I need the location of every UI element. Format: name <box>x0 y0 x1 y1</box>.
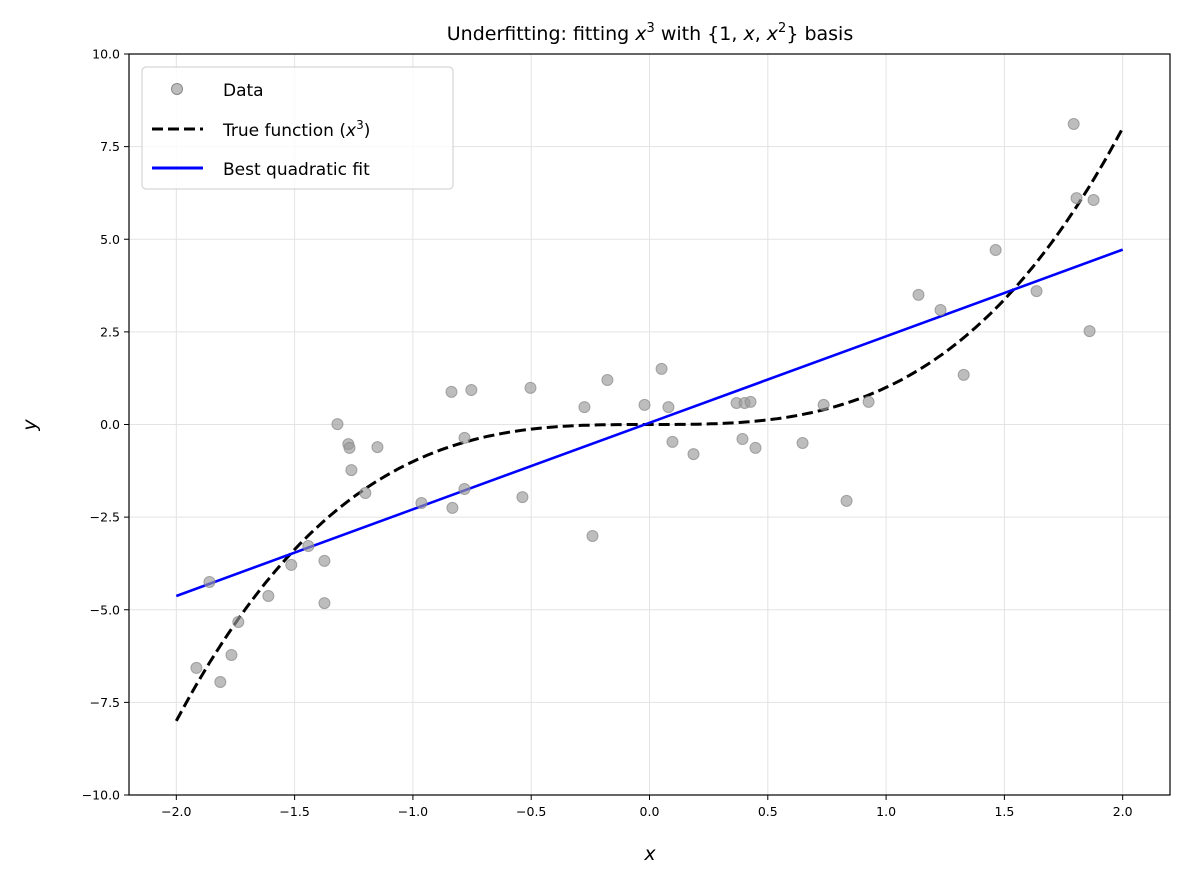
data-point <box>586 530 599 543</box>
data-point <box>744 395 757 408</box>
data-point <box>415 497 428 510</box>
data-point <box>331 418 344 431</box>
x-tick-label: 0.5 <box>758 804 778 819</box>
legend-label-true: True function (x3) <box>222 118 370 141</box>
x-tick-label: 0.0 <box>640 804 660 819</box>
data-point <box>840 494 853 507</box>
legend-label-fit: Best quadratic fit <box>223 160 370 180</box>
data-point <box>655 362 668 375</box>
data-point <box>446 501 459 514</box>
data-point <box>638 398 651 411</box>
y-axis-label: y <box>19 419 41 432</box>
x-axis-label: x <box>643 843 656 865</box>
data-point <box>285 558 298 571</box>
quadratic-fit-line <box>175 248 1124 598</box>
true-function-line <box>174 127 1125 722</box>
data-point <box>862 395 875 408</box>
data-point <box>1067 118 1080 131</box>
data-points <box>190 118 1100 688</box>
data-point <box>524 381 537 394</box>
data-point <box>817 398 830 411</box>
data-point <box>796 437 809 450</box>
y-tick-label: −5.0 <box>90 602 120 617</box>
data-point <box>458 431 471 444</box>
data-point <box>934 304 947 317</box>
data-point <box>262 590 275 603</box>
data-point <box>318 554 331 567</box>
data-point <box>445 385 458 398</box>
legend: Data True function (x3) Best quadratic f… <box>141 66 454 190</box>
data-point <box>516 491 529 504</box>
y-tick-label: 5.0 <box>100 232 120 247</box>
data-point <box>465 384 478 397</box>
data-point <box>190 661 203 674</box>
y-tick-label: −10.0 <box>82 788 120 803</box>
data-point <box>232 615 245 628</box>
x-tick-label: 1.0 <box>876 804 896 819</box>
data-point <box>1083 325 1096 338</box>
legend-box <box>141 66 454 190</box>
x-ticks: −2.0 −1.5 −1.0 −0.5 0.0 0.5 1.0 1.5 2.0 <box>161 795 1133 819</box>
x-tick-label: −2.0 <box>161 804 191 819</box>
x-tick-label: −1.0 <box>398 804 428 819</box>
data-point <box>225 648 238 661</box>
data-point <box>578 401 591 414</box>
legend-marker-data <box>171 83 183 95</box>
data-point <box>957 368 970 381</box>
data-point <box>912 288 925 301</box>
data-point <box>989 243 1002 256</box>
data-point <box>318 597 331 610</box>
data-point <box>662 401 675 414</box>
data-point <box>687 448 700 461</box>
y-tick-label: −2.5 <box>90 510 120 525</box>
data-point <box>1030 285 1043 298</box>
x-tick-label: −0.5 <box>516 804 546 819</box>
data-point <box>666 435 679 448</box>
x-tick-label: 2.0 <box>1113 804 1133 819</box>
y-tick-label: 2.5 <box>100 324 120 339</box>
y-ticks: −10.0 −7.5 −5.0 −2.5 0.0 2.5 5.0 7.5 10.0 <box>82 47 129 803</box>
data-point <box>1070 192 1083 205</box>
y-tick-label: 7.5 <box>100 139 120 154</box>
chart-title: Underfitting: fitting x3 with {1, x, x2}… <box>447 21 853 45</box>
y-tick-label: 10.0 <box>92 47 120 62</box>
x-tick-label: −1.5 <box>279 804 309 819</box>
x-tick-label: 1.5 <box>994 804 1014 819</box>
series-lines <box>174 127 1125 722</box>
data-point <box>203 575 216 588</box>
data-point <box>345 464 358 477</box>
y-tick-label: 0.0 <box>100 417 120 432</box>
data-point <box>343 441 356 454</box>
y-tick-label: −7.5 <box>90 695 120 710</box>
legend-label-data: Data <box>223 81 264 101</box>
data-point <box>1087 193 1100 206</box>
data-point <box>601 374 614 387</box>
data-point <box>749 441 762 454</box>
data-point <box>214 675 227 688</box>
data-point <box>359 487 372 500</box>
data-point <box>458 482 471 495</box>
data-point <box>371 441 384 454</box>
data-point <box>736 432 749 445</box>
data-point <box>302 540 315 553</box>
